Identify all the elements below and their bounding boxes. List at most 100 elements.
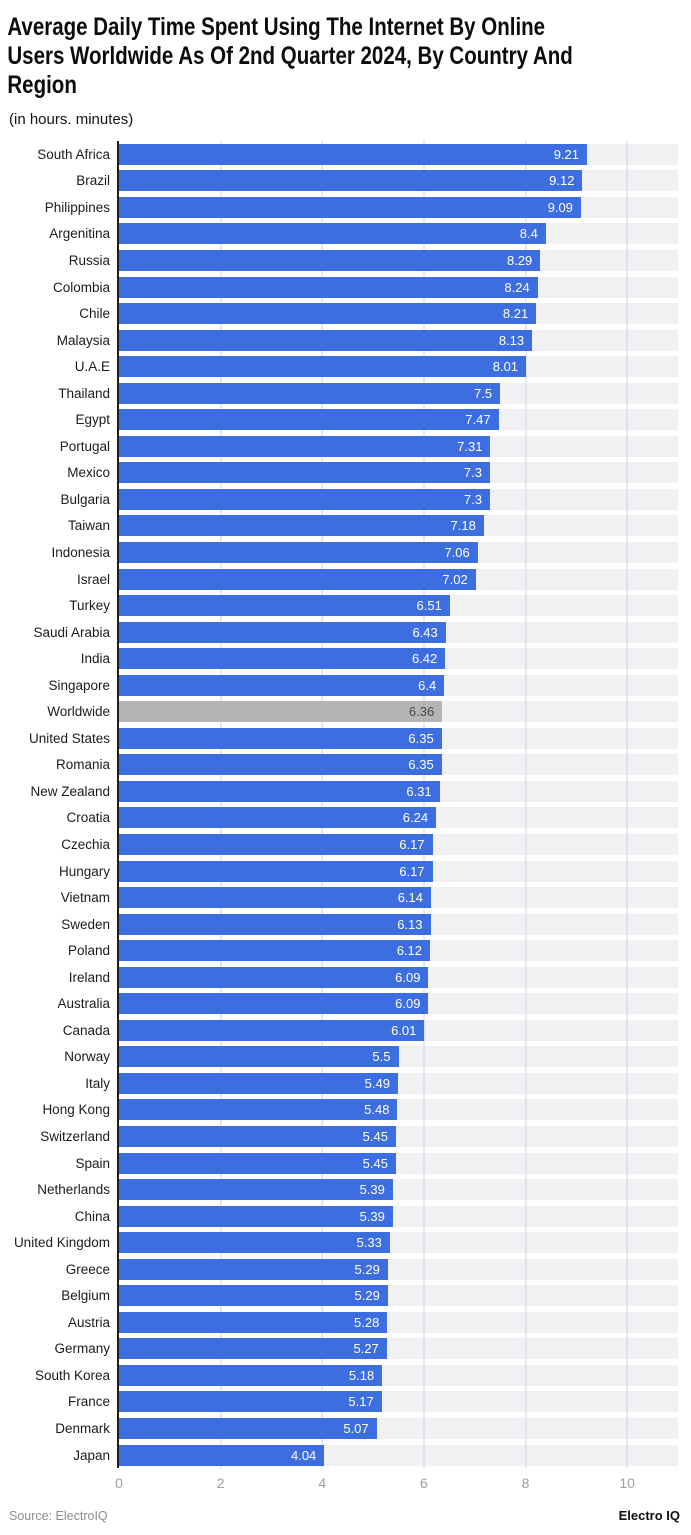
bar-row: Argenitina 8.4: [49, 221, 678, 248]
bar-track: 6.01: [119, 1019, 678, 1041]
bar-track: 7.5: [119, 382, 678, 404]
plot-area: South Africa 9.21 Brazil 9.12 Philippines 9.0…: [14, 141, 678, 1469]
bar-track: 4.04: [119, 1444, 678, 1466]
category-label: Brazil: [76, 173, 110, 189]
bar: 5.17: [119, 1391, 382, 1413]
bar: 5.28: [119, 1311, 388, 1333]
bar: 6.09: [119, 966, 429, 988]
bar: 9.21: [119, 143, 588, 165]
bar: 4.04: [119, 1444, 325, 1466]
bar: 9.09: [119, 196, 581, 218]
bar: 9.12: [119, 170, 583, 192]
bar-track: 6.43: [119, 621, 678, 643]
category-label: Greece: [65, 1261, 110, 1277]
category-label: Netherlands: [37, 1182, 110, 1198]
category-label: U.A.E: [74, 359, 110, 375]
category-label: Japan: [73, 1447, 110, 1463]
bar-track: 6.35: [119, 727, 678, 749]
bar-row: China 5.39: [75, 1203, 678, 1230]
category-label: Italy: [85, 1075, 110, 1091]
value-label: 9.09: [547, 199, 573, 215]
bar-row: Canada 6.01: [63, 1017, 678, 1044]
bar-track: 6.12: [119, 940, 678, 962]
bar-track: 8.24: [119, 276, 678, 298]
bar-chart: South Africa 9.21 Brazil 9.12 Philippines 9.0…: [0, 141, 691, 1498]
value-label: 6.35: [408, 757, 434, 773]
bar-row: Malaysia 8.13: [57, 327, 678, 354]
bar: 5.39: [119, 1179, 393, 1201]
category-label: Singapore: [48, 677, 110, 693]
value-label: 5.17: [348, 1394, 374, 1410]
bar: 7.06: [119, 541, 478, 563]
category-label: Philippines: [44, 199, 110, 215]
bar: 8.01: [119, 356, 527, 378]
value-label: 6.01: [391, 1022, 417, 1038]
bar: 5.39: [119, 1205, 393, 1227]
value-label: 6.14: [397, 890, 424, 906]
bar-track: 7.06: [119, 541, 678, 563]
category-label: Switzerland: [40, 1129, 110, 1144]
bar-track: 6.17: [119, 860, 678, 882]
bar-row: Singapore 6.4: [48, 672, 678, 699]
bar-row: Belgium 5.29: [61, 1283, 678, 1310]
value-label: 6.31: [406, 783, 432, 799]
bar: 6.31: [119, 780, 440, 802]
value-label: 5.5: [372, 1049, 391, 1065]
bar-row: U.A.E 8.01: [75, 353, 678, 380]
value-label: 8.01: [492, 359, 519, 375]
category-label: Portugal: [59, 438, 110, 454]
bar-track: 5.28: [119, 1311, 678, 1333]
bar: 8.13: [119, 329, 533, 351]
bar-row: Italy 5.49: [85, 1070, 678, 1097]
bar-track: 6.09: [119, 993, 678, 1015]
bar-row: Germany 5.27: [54, 1336, 678, 1363]
bar: 5.29: [119, 1258, 388, 1280]
x-axis-tick-label: 0: [115, 1475, 123, 1492]
value-label: 8.4: [519, 226, 538, 242]
value-label: 7.18: [450, 518, 476, 534]
value-label: 5.39: [359, 1208, 385, 1224]
bar-track: 6.51: [119, 595, 678, 617]
bar-row: South Africa 9.21: [37, 141, 678, 168]
chart-header: Average Daily Time Spent Using The Inter…: [0, 0, 691, 128]
bar: 6.17: [119, 860, 433, 882]
bar: 7.02: [119, 568, 476, 590]
bar: 5.07: [119, 1418, 377, 1440]
bar: 5.49: [119, 1072, 398, 1094]
bar: 7.18: [119, 515, 484, 537]
bar-track: 6.24: [119, 807, 678, 829]
x-axis-tick-label: 4: [318, 1475, 327, 1492]
bar-row: Romania 6.35: [56, 752, 678, 779]
bar-track: 8.29: [119, 249, 678, 271]
bar: 5.48: [119, 1099, 398, 1121]
category-label: Taiwan: [67, 518, 110, 534]
bar: 8.4: [119, 223, 546, 245]
category-label: Thailand: [58, 385, 110, 401]
value-label: 7.5: [474, 385, 493, 401]
bar: 6.09: [119, 993, 429, 1015]
bar-track: 6.4: [119, 674, 678, 696]
bar-track: 5.18: [119, 1364, 678, 1386]
value-label: 4.04: [290, 1447, 317, 1463]
bar: 6.36: [119, 701, 443, 723]
value-label: 5.28: [354, 1314, 380, 1330]
category-label: Turkey: [69, 598, 110, 614]
bar-row: Israel 7.02: [77, 566, 678, 593]
x-axis-tick-label: 8: [521, 1475, 530, 1492]
category-label: Vietnam: [60, 890, 110, 906]
bar-track: 6.36: [119, 701, 678, 723]
bar: 6.43: [119, 621, 446, 643]
bar-track: 5.45: [119, 1152, 678, 1174]
category-label: Croatia: [66, 810, 110, 826]
page-title-line: Region: [7, 71, 77, 99]
bar-track: 5.27: [119, 1338, 678, 1360]
bar-track: 5.45: [119, 1126, 678, 1147]
category-label: Hong Kong: [42, 1102, 110, 1118]
bar-row: Denmark 5.07: [55, 1415, 678, 1442]
bar-row: Russia 8.29: [69, 247, 678, 274]
bar-row: Greece 5.29: [66, 1256, 678, 1283]
bar-row: Austria 5.28: [68, 1309, 678, 1336]
bar: 5.27: [119, 1338, 387, 1360]
category-label: Germany: [54, 1341, 110, 1357]
category-label: Bulgaria: [60, 491, 110, 507]
